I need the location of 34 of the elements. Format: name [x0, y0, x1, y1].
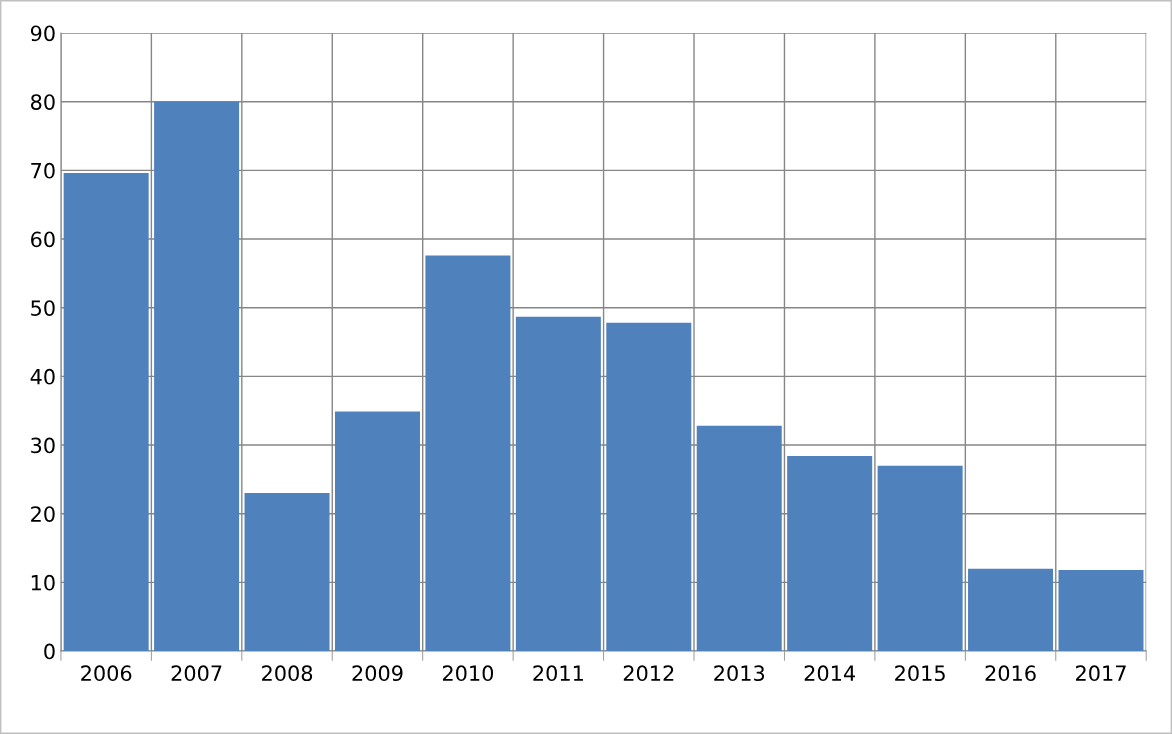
bar [334, 411, 420, 652]
x-tick-label: 2017 [1076, 665, 1126, 682]
bar [606, 322, 692, 652]
x-tick-label: 2006 [81, 665, 132, 682]
y-tick-label: 30 [31, 437, 55, 454]
y-tick-label: 80 [30, 94, 55, 110]
y-tick-label: 20 [31, 506, 55, 522]
x-tick-label: 2015 [895, 665, 945, 682]
bar [63, 173, 149, 652]
bar [244, 493, 330, 652]
bar [154, 101, 240, 652]
x-tick-label: 2016 [985, 665, 1036, 682]
x-tick-label: 2011 [533, 665, 583, 682]
y-tick-label: 70 [31, 162, 55, 179]
bar [787, 456, 873, 652]
bar [696, 425, 782, 652]
bar [968, 568, 1054, 652]
x-tick-label: 2008 [262, 665, 313, 682]
x-tick-label: 2009 [352, 665, 403, 682]
y-tick-label: 0 [44, 643, 55, 660]
x-tick-label: 2012 [623, 665, 674, 682]
x-tick-label: 2007 [171, 665, 222, 682]
y-tick-label: 40 [30, 368, 55, 385]
y-tick-label: 50 [31, 300, 55, 316]
bar [877, 465, 963, 652]
y-tick-label: 90 [30, 25, 55, 42]
x-tick-label: 2013 [714, 665, 765, 682]
bar [425, 255, 511, 652]
y-tick-label: 60 [31, 231, 55, 248]
x-tick-label: 2010 [442, 665, 494, 682]
x-tick-label: 2014 [804, 665, 856, 682]
bar [515, 316, 601, 652]
y-tick-label: 10 [31, 574, 55, 591]
bar [1058, 570, 1144, 652]
